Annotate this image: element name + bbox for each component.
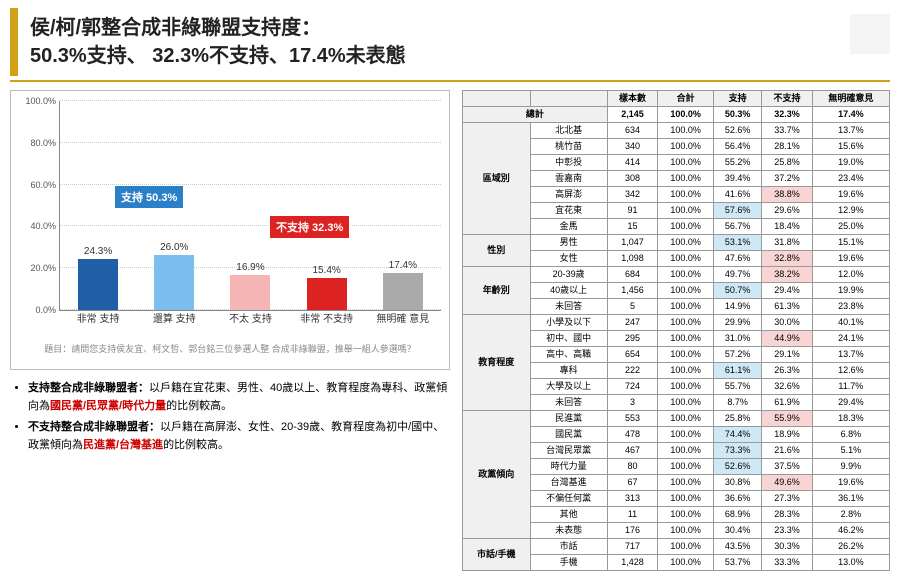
bar-chart: 0.0%20.0%40.0%60.0%80.0%100.0%24.3%非常 支持…	[10, 90, 450, 370]
title-line2: 50.3%支持、 32.3%不支持、17.4%未表態	[30, 42, 888, 70]
crosstab-table: 樣本數合計支持不支持無明確意見總計2,145100.0%50.3%32.3%17…	[462, 90, 890, 571]
notes-list: 支持整合成非綠聯盟者：以戶籍在宜花東、男性、40歲以上、教育程度為專科、政黨傾向…	[10, 380, 450, 454]
title-line1: 侯/柯/郭整合成非綠聯盟支持度：	[30, 14, 888, 42]
divider	[10, 80, 890, 82]
title-block: 侯/柯/郭整合成非綠聯盟支持度： 50.3%支持、 32.3%不支持、17.4%…	[10, 8, 900, 76]
logo-placeholder	[850, 14, 890, 54]
chart-caption: 題目：請問您支持侯友宜、柯文哲、郭台銘三位參選人整 合成非綠聯盟，推舉一組人參選…	[19, 343, 441, 356]
